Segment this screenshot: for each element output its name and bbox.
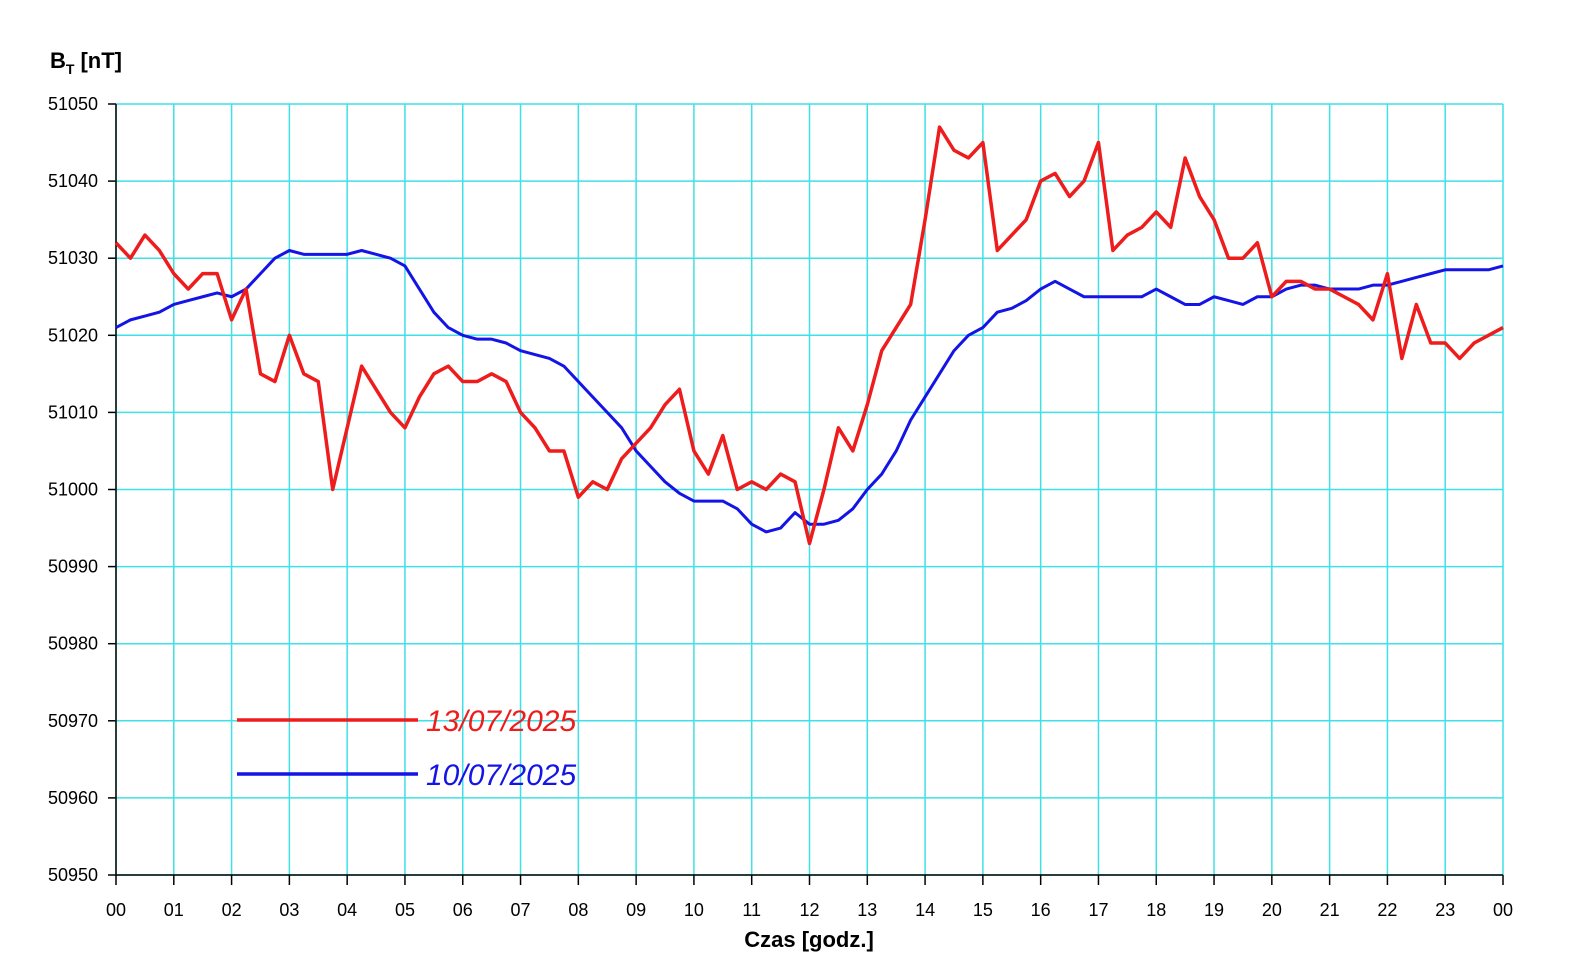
y-tick-label: 51030 bbox=[48, 248, 98, 268]
y-tick-label: 51020 bbox=[48, 325, 98, 345]
x-tick-label: 13 bbox=[857, 900, 877, 920]
x-tick-label: 07 bbox=[511, 900, 531, 920]
x-tick-label: 09 bbox=[626, 900, 646, 920]
y-axis-label: BT [nT] bbox=[50, 48, 122, 77]
x-tick-label: 23 bbox=[1435, 900, 1455, 920]
y-tick-label: 51010 bbox=[48, 402, 98, 422]
y-tick-label: 51040 bbox=[48, 171, 98, 191]
x-tick-label: 08 bbox=[568, 900, 588, 920]
y-label-sub: T bbox=[66, 61, 75, 77]
y-tick-label: 50980 bbox=[48, 634, 98, 654]
y-tick-label: 51000 bbox=[48, 480, 98, 500]
x-tick-label: 11 bbox=[742, 900, 761, 920]
x-tick-label: 06 bbox=[453, 900, 473, 920]
x-tick-label: 05 bbox=[395, 900, 415, 920]
x-tick-label: 00 bbox=[106, 900, 126, 920]
y-label-unit: [nT] bbox=[80, 48, 122, 73]
x-tick-label: 14 bbox=[915, 900, 935, 920]
x-tick-label: 16 bbox=[1031, 900, 1051, 920]
x-tick-label: 12 bbox=[799, 900, 819, 920]
y-tick-label: 50950 bbox=[48, 865, 98, 885]
x-tick-label: 18 bbox=[1146, 900, 1166, 920]
x-tick-label: 21 bbox=[1320, 900, 1340, 920]
y-tick-label: 50990 bbox=[48, 557, 98, 577]
x-tick-label: 00 bbox=[1493, 900, 1513, 920]
legend-label: 13/07/2025 bbox=[426, 705, 576, 738]
x-tick-label: 01 bbox=[164, 900, 184, 920]
y-tick-label: 50970 bbox=[48, 711, 98, 731]
legend-label: 10/07/2025 bbox=[426, 759, 576, 792]
y-label-main: B bbox=[50, 48, 66, 73]
x-axis-label: Czas [godz.] bbox=[744, 927, 874, 952]
y-tick-label: 50960 bbox=[48, 788, 98, 808]
x-tick-label: 17 bbox=[1088, 900, 1108, 920]
x-tick-label: 20 bbox=[1262, 900, 1282, 920]
x-tick-label: 15 bbox=[973, 900, 993, 920]
x-tick-label: 02 bbox=[222, 900, 242, 920]
x-tick-label: 04 bbox=[337, 900, 357, 920]
y-tick-label: 51050 bbox=[48, 94, 98, 114]
x-tick-label: 22 bbox=[1377, 900, 1397, 920]
x-tick-label: 03 bbox=[279, 900, 299, 920]
x-tick-label: 10 bbox=[684, 900, 704, 920]
series-line bbox=[114, 125, 1504, 546]
x-tick-label: 19 bbox=[1204, 900, 1224, 920]
